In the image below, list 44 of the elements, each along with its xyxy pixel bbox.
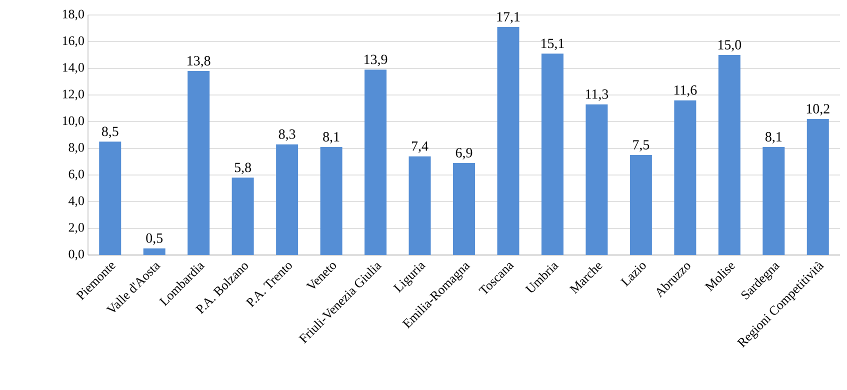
data-label: 17,1 bbox=[497, 12, 520, 24]
bar bbox=[453, 163, 476, 255]
y-tick-label: 10,0 bbox=[62, 116, 84, 127]
data-label: 8,5 bbox=[102, 126, 118, 138]
data-label: 13,8 bbox=[188, 56, 210, 68]
bar bbox=[364, 70, 387, 255]
data-label: 6,9 bbox=[456, 148, 472, 160]
bar bbox=[806, 119, 829, 255]
bar bbox=[188, 70, 210, 255]
data-label: 10,2 bbox=[806, 104, 830, 116]
y-tick-label: 6,0 bbox=[68, 170, 84, 180]
bar bbox=[320, 147, 342, 255]
data-label: 7,4 bbox=[412, 141, 428, 153]
data-label: 8,3 bbox=[278, 129, 296, 141]
y-tick-label: 14,0 bbox=[62, 63, 84, 74]
bar bbox=[232, 178, 254, 255]
y-tick-label: 8,0 bbox=[68, 143, 84, 154]
data-label: 5,8 bbox=[234, 162, 252, 174]
data-label: 0,5 bbox=[146, 233, 163, 245]
bar bbox=[497, 26, 520, 255]
bar bbox=[408, 156, 431, 255]
y-tick-label: 18,0 bbox=[62, 10, 84, 20]
bar bbox=[718, 54, 740, 255]
bar bbox=[99, 142, 122, 255]
bar bbox=[541, 54, 564, 255]
bar bbox=[630, 155, 652, 255]
data-label: 8,1 bbox=[765, 132, 782, 144]
y-tick-label: 0,0 bbox=[68, 250, 84, 260]
y-tick-label: 2,0 bbox=[68, 223, 84, 234]
data-label: 15,1 bbox=[541, 38, 564, 50]
y-tick-label: 12,0 bbox=[62, 90, 84, 100]
bar bbox=[276, 144, 298, 255]
data-label: 8,1 bbox=[323, 132, 340, 144]
y-tick-label: 4,0 bbox=[68, 196, 84, 207]
y-tick-label: 16,0 bbox=[62, 36, 84, 47]
data-label: 11,3 bbox=[586, 89, 608, 101]
bar bbox=[674, 100, 696, 255]
bar bbox=[143, 248, 166, 255]
data-label: 13,9 bbox=[364, 54, 388, 66]
bar bbox=[586, 104, 608, 255]
data-label: 7,5 bbox=[633, 140, 650, 152]
data-label: 15,0 bbox=[718, 40, 742, 52]
bar bbox=[762, 147, 785, 255]
data-label: 11,6 bbox=[674, 85, 697, 97]
